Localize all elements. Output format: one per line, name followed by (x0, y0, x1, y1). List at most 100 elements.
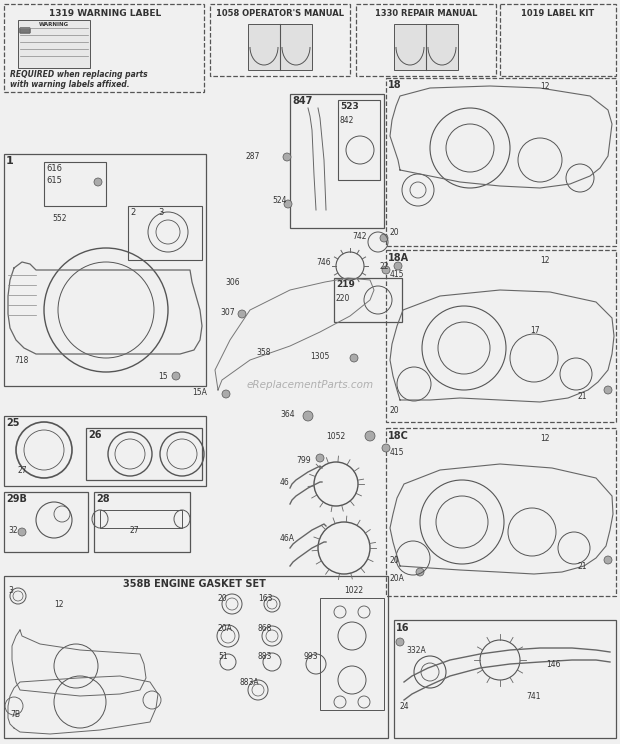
Text: 18A: 18A (388, 253, 409, 263)
Text: WARNING: WARNING (39, 22, 69, 27)
Text: 746: 746 (316, 258, 330, 267)
Text: 1330 REPAIR MANUAL: 1330 REPAIR MANUAL (375, 9, 477, 18)
Text: 12: 12 (540, 82, 549, 91)
Text: 415: 415 (390, 448, 404, 457)
Text: 20: 20 (390, 228, 400, 237)
Circle shape (350, 354, 358, 362)
Circle shape (416, 568, 424, 576)
Text: 3: 3 (158, 208, 164, 217)
Bar (4, 576, 388, 738)
Bar (100, 510, 182, 528)
Bar (4, 4, 204, 92)
Circle shape (365, 431, 375, 441)
Text: 17: 17 (530, 326, 539, 335)
Circle shape (284, 200, 292, 208)
Circle shape (380, 234, 388, 242)
Text: eReplacementParts.com: eReplacementParts.com (246, 380, 374, 390)
Text: 29B: 29B (6, 494, 27, 504)
Text: 146: 146 (546, 660, 560, 669)
Text: 332A: 332A (406, 646, 426, 655)
Circle shape (238, 310, 246, 318)
Text: 523: 523 (340, 102, 359, 111)
Text: REQUIRED when replacing parts: REQUIRED when replacing parts (10, 70, 148, 79)
Bar (4, 416, 206, 486)
Bar (18, 20, 90, 68)
Text: 22: 22 (380, 262, 389, 271)
Bar (20, 28, 30, 33)
Text: 46: 46 (280, 478, 290, 487)
Text: 616: 616 (46, 164, 62, 173)
Text: 20: 20 (218, 594, 228, 603)
Text: 12: 12 (540, 256, 549, 265)
Bar (356, 4, 496, 76)
Circle shape (382, 444, 390, 452)
Text: 12: 12 (54, 600, 63, 609)
Text: 18C: 18C (388, 431, 409, 441)
Bar (386, 428, 616, 596)
Text: 552: 552 (52, 214, 66, 223)
Circle shape (18, 528, 26, 536)
Text: 1022: 1022 (344, 586, 363, 595)
Circle shape (172, 372, 180, 380)
Circle shape (283, 153, 291, 161)
Circle shape (604, 556, 612, 564)
Text: 615: 615 (46, 176, 62, 185)
Text: 27: 27 (130, 526, 140, 535)
Text: 20A: 20A (218, 624, 233, 633)
Text: 25: 25 (6, 418, 19, 428)
Circle shape (382, 266, 390, 274)
Circle shape (396, 638, 404, 646)
Text: 883: 883 (258, 652, 272, 661)
Text: 742: 742 (352, 232, 366, 241)
Text: 18: 18 (388, 80, 402, 90)
Circle shape (222, 390, 230, 398)
Text: 24: 24 (400, 702, 410, 711)
Text: 415: 415 (390, 270, 404, 279)
Text: 287: 287 (245, 152, 259, 161)
Text: 32: 32 (8, 526, 17, 535)
Bar (394, 24, 458, 70)
Bar (20, 28, 30, 33)
Text: 1052: 1052 (326, 432, 345, 441)
Text: 15: 15 (158, 372, 167, 381)
Text: 307: 307 (220, 308, 234, 317)
Text: 741: 741 (526, 692, 541, 701)
Text: 306: 306 (225, 278, 239, 287)
Text: 1319 WARNING LABEL: 1319 WARNING LABEL (49, 9, 161, 18)
Bar (44, 162, 106, 206)
Bar (394, 620, 616, 738)
Text: 1019 LABEL KIT: 1019 LABEL KIT (521, 9, 595, 18)
Text: 358B ENGINE GASKET SET: 358B ENGINE GASKET SET (123, 579, 265, 589)
Circle shape (316, 454, 324, 462)
Bar (86, 428, 202, 480)
Bar (248, 24, 312, 70)
Text: 51: 51 (218, 652, 228, 661)
Text: 842: 842 (340, 116, 355, 125)
Bar (320, 598, 384, 710)
Text: 1: 1 (6, 156, 14, 166)
Circle shape (604, 386, 612, 394)
Text: 524: 524 (272, 196, 286, 205)
Bar (338, 100, 380, 180)
Bar (20, 28, 30, 33)
Bar (4, 154, 206, 386)
Text: 364: 364 (280, 410, 294, 419)
Circle shape (303, 411, 313, 421)
Bar (4, 492, 88, 552)
Bar (210, 4, 350, 76)
Text: 993: 993 (304, 652, 319, 661)
Text: 16: 16 (396, 623, 409, 633)
Text: 15A: 15A (192, 388, 207, 397)
Text: 20: 20 (390, 406, 400, 415)
Text: 219: 219 (336, 280, 355, 289)
Text: 868: 868 (258, 624, 272, 633)
Bar (20, 28, 30, 33)
Circle shape (94, 178, 102, 186)
Text: 847: 847 (292, 96, 312, 106)
Text: 46A: 46A (280, 534, 295, 543)
Bar (386, 78, 616, 246)
Text: 358: 358 (256, 348, 270, 357)
Bar (334, 278, 402, 322)
Text: 26: 26 (88, 430, 102, 440)
Text: 21: 21 (578, 562, 588, 571)
